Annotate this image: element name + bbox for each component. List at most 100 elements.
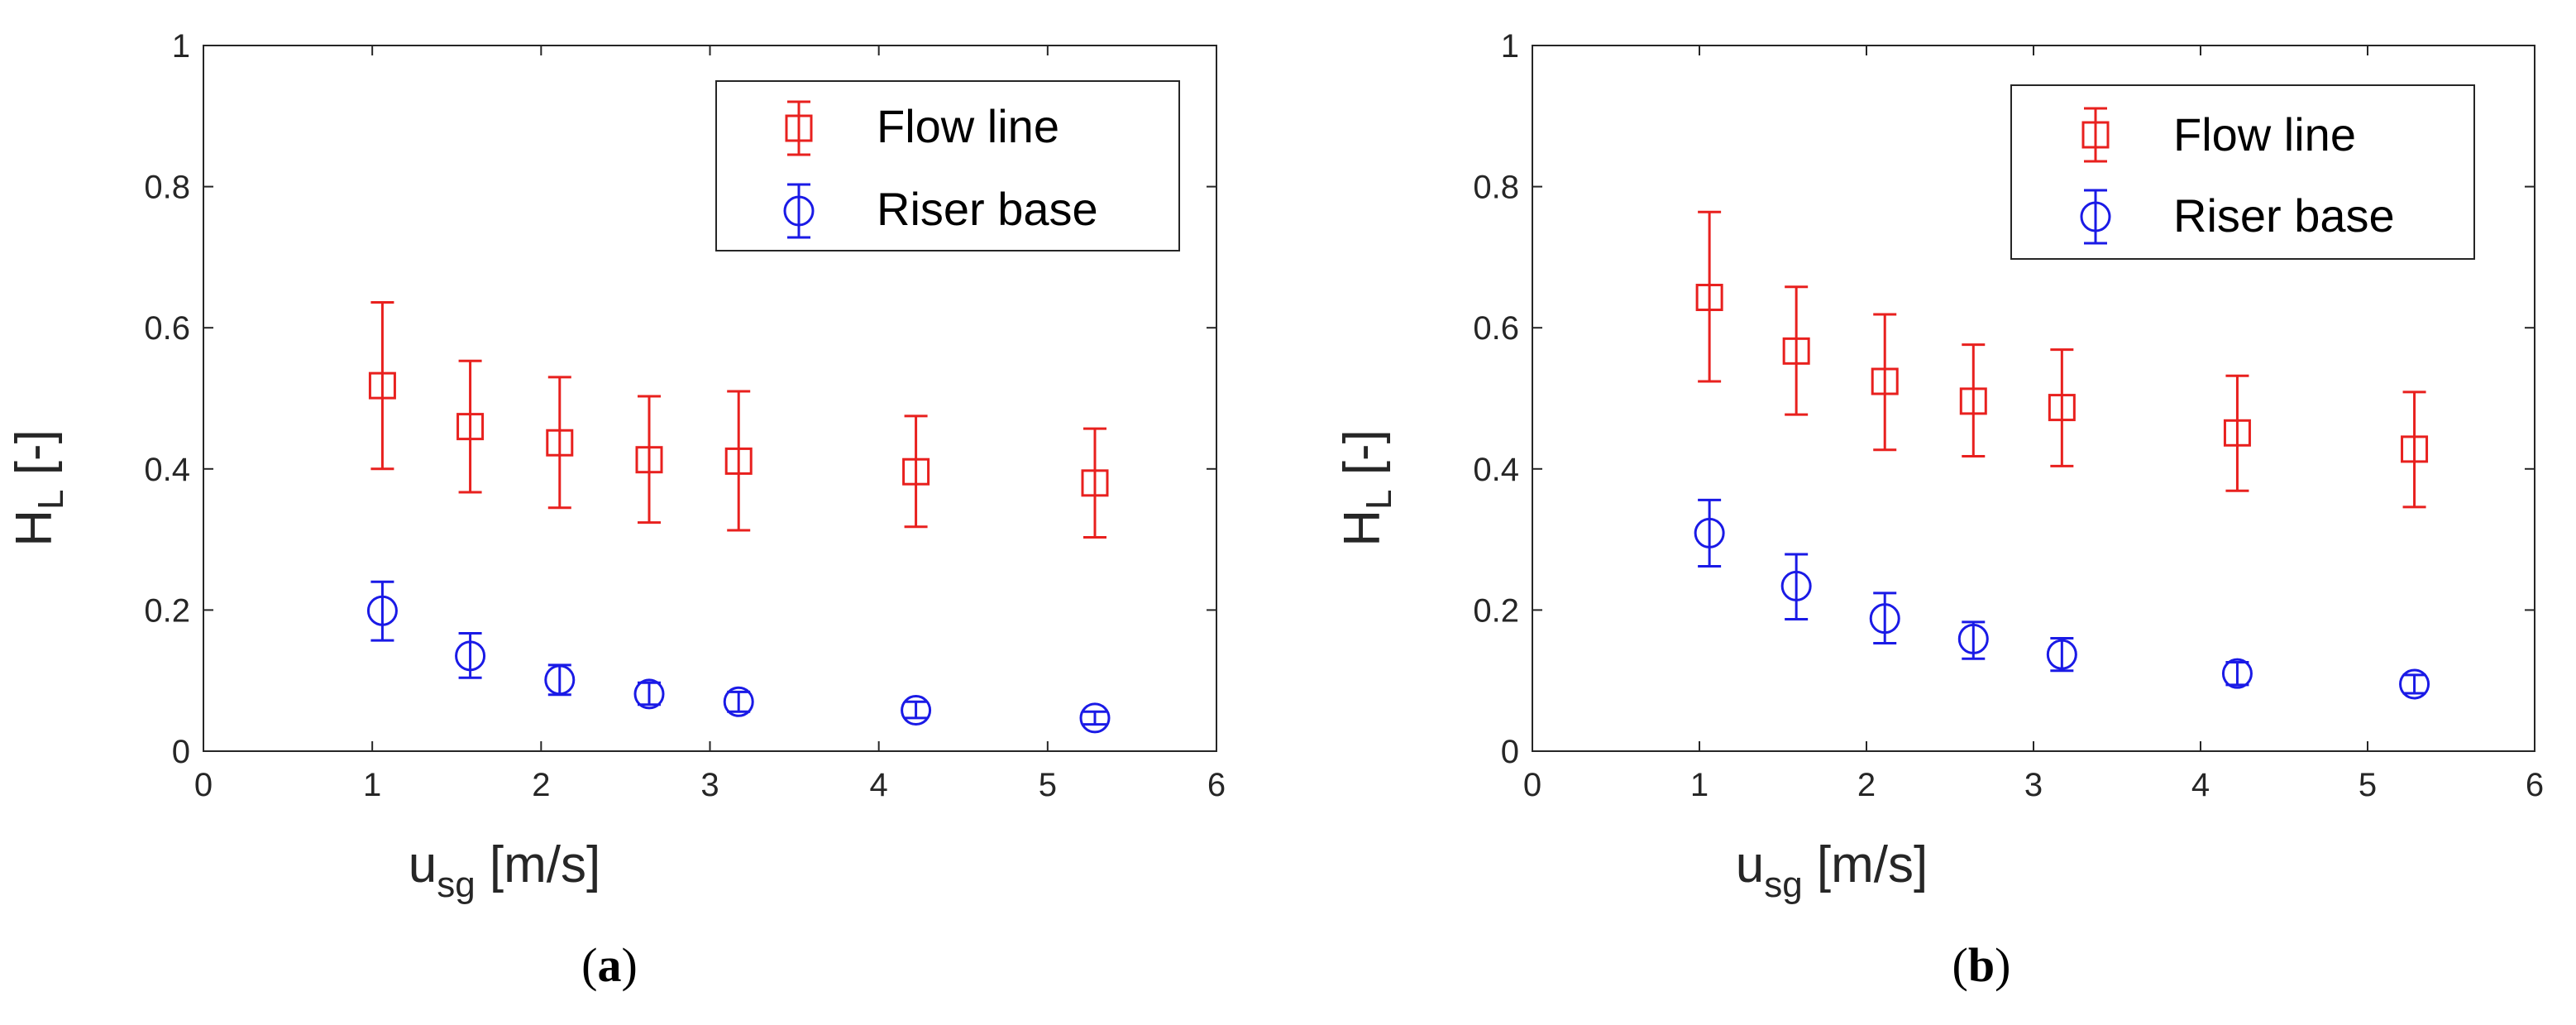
y-tick-label: 0.4 <box>144 452 190 488</box>
error-bar <box>1962 343 1986 457</box>
data-point <box>1959 387 1987 415</box>
error-bar <box>638 395 661 524</box>
x-tick-label: 0 <box>194 767 213 803</box>
error-bar <box>1083 427 1106 539</box>
x-tick-label: 3 <box>2024 767 2043 803</box>
data-point <box>1957 623 1989 654</box>
x-tick-label: 5 <box>1039 767 1057 803</box>
error-bar <box>2050 348 2074 467</box>
legend-box <box>715 80 1180 251</box>
y-tick-label: 0.2 <box>144 592 190 629</box>
data-point <box>1780 570 1812 601</box>
y-axis-label: HL [-] <box>1334 429 1399 547</box>
legend-marker <box>783 195 815 227</box>
error-bar <box>1698 498 1722 568</box>
error-bar <box>1873 592 1897 644</box>
data-point <box>544 664 576 696</box>
error-bar <box>2402 673 2426 695</box>
error-bar <box>1785 553 1809 620</box>
chart-panel-b: 0 1 2 3 4 5 6 0 0.2 0.4 0.6 0.8 1 HL [-] usg [m/s] (… <box>1334 28 2544 992</box>
error-bar <box>458 359 482 494</box>
error-bar <box>727 690 751 713</box>
y-tick-label: 0.8 <box>1473 170 1519 206</box>
panel-label: (b) <box>1952 938 2011 992</box>
x-axis-label: usg [m/s] <box>1736 836 1928 905</box>
series-riser-base <box>1694 498 2430 700</box>
x-tick-label: 6 <box>1207 767 1226 803</box>
legend-marker <box>785 114 813 142</box>
series-flow-line <box>368 300 1109 539</box>
y-tick-label: 0.4 <box>1473 452 1519 488</box>
data-point <box>2048 394 2076 422</box>
x-tick-label: 5 <box>2359 767 2377 803</box>
data-point <box>723 686 754 717</box>
error-bar <box>370 300 394 471</box>
data-point <box>1782 337 1810 365</box>
legend: Flow line Riser base <box>715 80 1180 251</box>
x-tick-label: 2 <box>1857 767 1876 803</box>
error-bar <box>1698 210 1722 383</box>
x-tick-label: 1 <box>363 767 381 803</box>
data-point <box>635 446 663 474</box>
data-point <box>455 640 486 672</box>
legend-flow-line-symbol <box>785 100 813 156</box>
legend-error-bar <box>2084 107 2107 163</box>
data-point <box>2223 419 2251 447</box>
x-tick-label: 6 <box>2526 767 2544 803</box>
y-tick-label: 0 <box>1501 734 1519 770</box>
y-tick-label: 0.6 <box>144 310 190 347</box>
data-point <box>1079 702 1111 734</box>
legend-flow-line-symbol <box>2081 107 2110 163</box>
data-point <box>1695 284 1723 312</box>
x-tick-label: 2 <box>532 767 550 803</box>
data-point <box>1871 367 1899 395</box>
data-point <box>2221 658 2253 689</box>
error-bar <box>2050 637 2074 673</box>
error-bar <box>1083 710 1106 726</box>
y-tick-label: 0.8 <box>144 170 190 206</box>
data-point <box>2401 435 2429 463</box>
error-bar <box>904 414 928 529</box>
x-tick-label: 3 <box>700 767 719 803</box>
legend-riser-base-symbol <box>2080 189 2111 245</box>
data-point <box>2399 668 2430 700</box>
data-point <box>456 413 485 441</box>
error-bar <box>1785 285 1809 416</box>
legend-marker <box>2080 201 2111 232</box>
x-tick-label: 4 <box>870 767 888 803</box>
x-axis-label: usg [m/s] <box>409 836 601 905</box>
y-axis-label: HL [-] <box>6 429 71 547</box>
y-tick-label: 1 <box>1501 28 1519 65</box>
data-point <box>2046 639 2077 670</box>
error-bar <box>2225 374 2249 492</box>
plot-area: 0 1 2 3 4 5 6 0 0.2 0.4 0.6 0.8 1 <box>144 28 1226 803</box>
data-point <box>902 457 930 486</box>
error-bar <box>638 681 661 706</box>
legend-error-bar <box>787 100 810 156</box>
data-point <box>901 695 932 726</box>
x-tick-label: 0 <box>1523 767 1541 803</box>
error-bar <box>727 390 751 532</box>
error-bar <box>547 376 571 510</box>
plot-area: 0 1 2 3 4 5 6 0 0.2 0.4 0.6 0.8 1 <box>1473 28 2544 803</box>
legend-marker <box>2081 121 2110 149</box>
series-flow-line <box>1695 210 2429 509</box>
legend-error-bar <box>2084 189 2107 245</box>
legend-riser-base-symbol <box>783 183 815 239</box>
y-tick-label: 0.2 <box>1473 592 1519 629</box>
y-tick-label: 1 <box>172 28 190 65</box>
legend-flow-line-label: Flow line <box>877 100 1059 152</box>
error-bar <box>1873 313 1897 452</box>
error-bar <box>370 580 394 642</box>
data-point <box>366 595 398 626</box>
legend-riser-base-label: Riser base <box>877 183 1098 235</box>
panel-label: (a) <box>581 938 638 992</box>
x-tick-label: 4 <box>2191 767 2210 803</box>
data-point <box>368 371 396 400</box>
legend-riser-base-label: Riser base <box>2173 189 2395 242</box>
data-point <box>633 678 665 710</box>
data-point <box>724 447 753 475</box>
error-bar <box>2402 390 2426 509</box>
data-point <box>1869 603 1900 635</box>
